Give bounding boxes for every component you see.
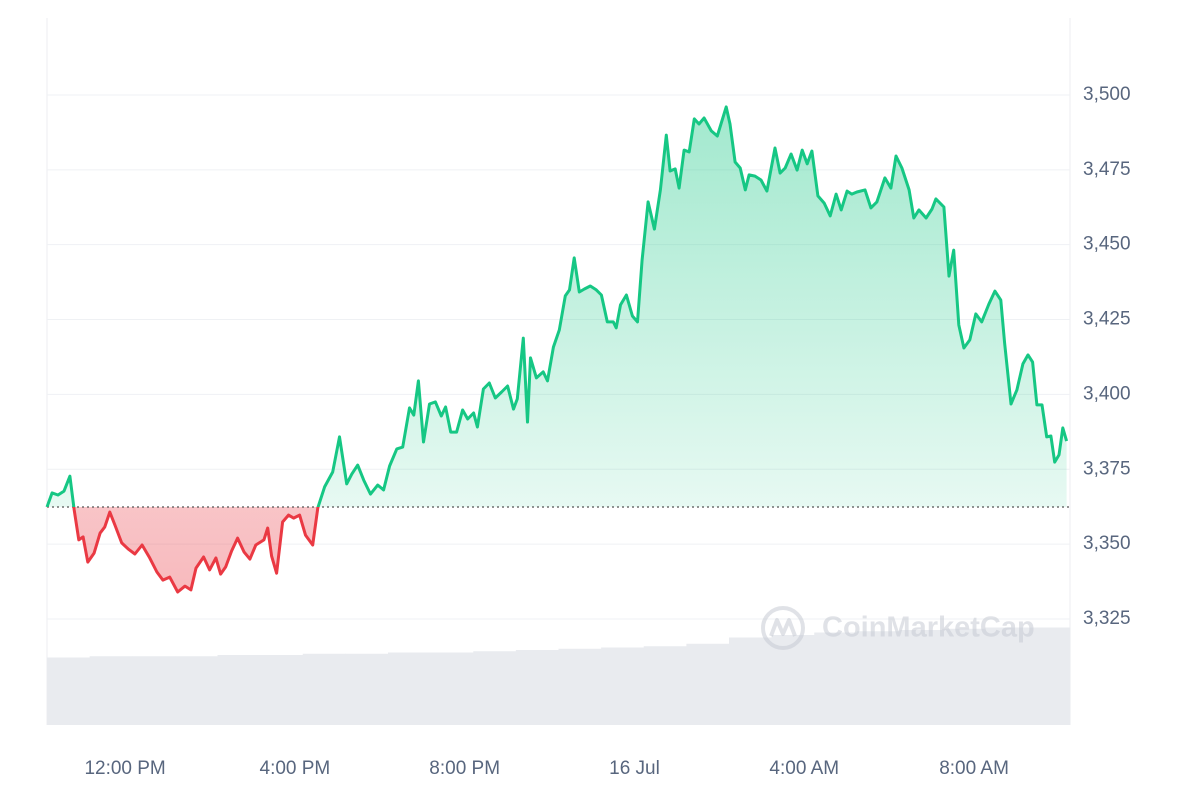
volume-bar xyxy=(856,631,900,725)
volume-bar xyxy=(174,656,218,725)
x-tick-label: 4:00 PM xyxy=(260,758,331,779)
volume-bar xyxy=(942,628,986,725)
volume-bar xyxy=(558,648,602,725)
x-tick-label: 8:00 AM xyxy=(939,758,1009,779)
volume-bar xyxy=(515,650,559,725)
y-tick-label: 3,450 xyxy=(1083,234,1131,255)
area-down xyxy=(47,507,1067,592)
y-tick-label: 3,500 xyxy=(1083,84,1131,105)
volume-bar xyxy=(899,630,943,725)
price-line-down xyxy=(47,507,320,594)
area-up xyxy=(47,106,1067,508)
y-tick-label: 3,375 xyxy=(1083,458,1131,479)
watermark: CoinMarketCap xyxy=(761,606,1035,650)
y-tick-label: 3,350 xyxy=(1083,533,1131,554)
y-tick-label: 3,400 xyxy=(1083,383,1131,404)
volume-bar xyxy=(1027,627,1071,725)
y-tick-label: 3,425 xyxy=(1083,309,1131,330)
volume-bar xyxy=(814,632,858,725)
x-tick-label: 8:00 PM xyxy=(429,758,500,779)
volume-bar xyxy=(345,653,389,725)
volume-bar xyxy=(686,643,730,725)
y-tick-label: 3,475 xyxy=(1083,159,1131,180)
x-tick-label: 16 Jul xyxy=(609,758,660,779)
volume-bar xyxy=(430,652,474,725)
volume-bar xyxy=(473,651,517,725)
volume-bar xyxy=(601,647,645,725)
volume-bar xyxy=(643,646,687,725)
volume-bar xyxy=(729,637,773,725)
y-tick-label: 3,325 xyxy=(1083,608,1131,629)
volume-bar xyxy=(89,656,133,725)
volume-bar xyxy=(388,652,432,725)
volume-bar xyxy=(47,657,91,725)
volume-bar xyxy=(217,655,261,725)
volume-bar xyxy=(302,653,346,725)
volume-bar xyxy=(984,627,1028,725)
x-tick-label: 4:00 AM xyxy=(769,758,839,779)
price-line-up xyxy=(45,105,1069,508)
volume-bar xyxy=(260,655,304,725)
volume-bar xyxy=(771,635,815,725)
x-tick-label: 12:00 PM xyxy=(84,758,165,779)
watermark-text: CoinMarketCap xyxy=(822,612,1035,644)
volume-bar xyxy=(132,656,176,725)
